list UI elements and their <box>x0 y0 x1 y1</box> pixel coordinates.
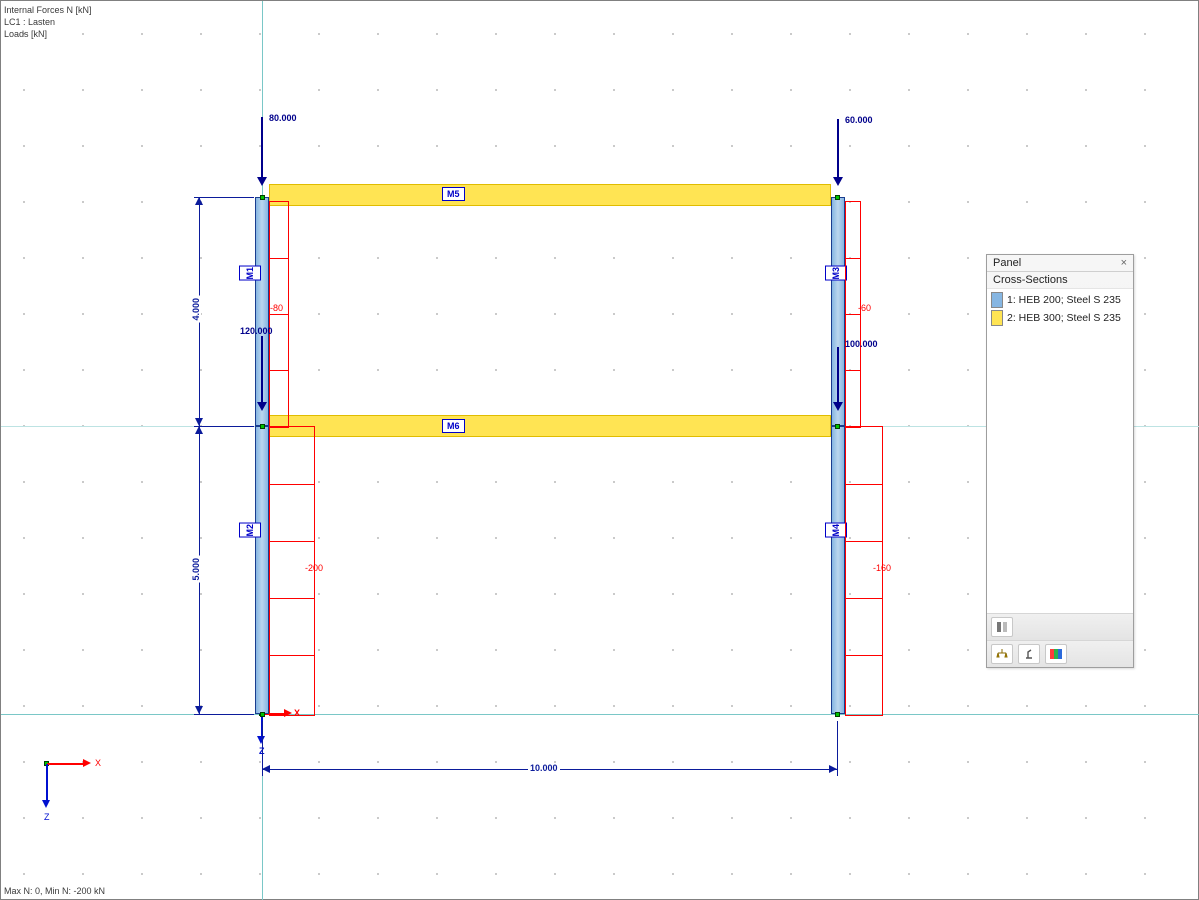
label-m4: M4 <box>825 523 847 538</box>
label-m5: M5 <box>442 187 465 201</box>
dim-ext-vu-t <box>194 197 254 198</box>
tool-scales-icon[interactable] <box>991 644 1013 664</box>
tool-palette-icon[interactable] <box>1045 644 1067 664</box>
close-icon[interactable]: × <box>1121 257 1127 269</box>
node-1 <box>260 195 265 200</box>
load-value-3: 120.000 <box>240 326 273 336</box>
dim-text-vl: 5.000 <box>191 556 201 583</box>
value-m3: -60 <box>858 303 871 313</box>
cs-label-1: 1: HEB 200; Steel S 235 <box>1007 294 1121 306</box>
panel-tools-bottom <box>987 640 1133 667</box>
cross-section-item[interactable]: 1: HEB 200; Steel S 235 <box>991 291 1129 309</box>
cross-section-item[interactable]: 2: HEB 300; Steel S 235 <box>991 309 1129 327</box>
diagram-m3 <box>845 201 861 428</box>
node-6 <box>835 712 840 717</box>
swatch-icon <box>991 292 1003 308</box>
dim-ext-vl-b <box>194 714 254 715</box>
load-value-2: 60.000 <box>845 115 873 125</box>
load-arrow-4 <box>837 347 839 404</box>
dim-arrow-vu-top <box>195 197 203 205</box>
load-value-1: 80.000 <box>269 113 297 123</box>
dim-text-h: 10.000 <box>528 763 560 773</box>
info-footer: Max N: 0, Min N: -200 kN <box>4 886 105 896</box>
info-line2: LC1 : Lasten <box>4 16 92 28</box>
node-5 <box>260 712 265 717</box>
label-m2: M2 <box>239 523 261 538</box>
swatch-icon <box>991 310 1003 326</box>
dim-arrow-h-left <box>262 765 270 773</box>
label-m3: M3 <box>825 266 847 281</box>
dim-ext-h-l <box>262 721 263 776</box>
member-m5[interactable] <box>269 184 831 206</box>
cs-label-2: 2: HEB 300; Steel S 235 <box>1007 312 1121 324</box>
tool-properties[interactable] <box>991 617 1013 637</box>
panel-titlebar[interactable]: Panel × <box>987 255 1133 272</box>
dim-arrow-vl-top <box>195 426 203 434</box>
label-m1: M1 <box>239 266 261 281</box>
dim-ext-h-r <box>837 721 838 776</box>
value-m2: -200 <box>305 563 323 573</box>
info-line3: Loads [kN] <box>4 28 92 40</box>
info-header: Internal Forces N [kN] LC1 : Lasten Load… <box>4 4 92 40</box>
global-x-axis <box>1 714 1199 715</box>
dim-ext-vu-b <box>194 426 254 427</box>
load-arrow-1 <box>261 117 263 179</box>
panel-tools-top <box>987 613 1133 640</box>
drawing-canvas[interactable]: X Z X Z M1 M2 M3 M4 M5 M6 -80 -60 <box>0 0 1199 900</box>
axes-ind-x: X <box>95 758 101 768</box>
load-arrow-2 <box>837 119 839 179</box>
value-m4: -160 <box>873 563 891 573</box>
member-m4[interactable] <box>831 426 845 714</box>
dim-arrow-vu-bot <box>195 418 203 426</box>
load-head-2 <box>833 177 843 186</box>
load-head-3 <box>257 402 267 411</box>
label-m6: M6 <box>442 419 465 433</box>
dim-arrow-h-right <box>829 765 837 773</box>
load-value-4: 100.000 <box>845 339 878 349</box>
panel-section-label: Cross-Sections <box>987 272 1133 289</box>
panel-title-text: Panel <box>993 257 1021 269</box>
load-arrow-3 <box>261 336 263 404</box>
dim-text-vu: 4.000 <box>191 296 201 323</box>
axes-ind-z: Z <box>44 812 50 822</box>
info-line1: Internal Forces N [kN] <box>4 4 92 16</box>
dim-arrow-vl-bot <box>195 706 203 714</box>
panel-body: 1: HEB 200; Steel S 235 2: HEB 300; Stee… <box>987 289 1133 613</box>
load-head-1 <box>257 177 267 186</box>
diagram-m1 <box>269 201 289 428</box>
member-m6[interactable] <box>269 415 831 437</box>
node-3 <box>260 424 265 429</box>
node-4 <box>835 424 840 429</box>
load-head-4 <box>833 402 843 411</box>
cross-section-panel[interactable]: Panel × Cross-Sections 1: HEB 200; Steel… <box>986 254 1134 668</box>
value-m1: -80 <box>270 303 283 313</box>
member-m2[interactable] <box>255 426 269 714</box>
tool-microscope-icon[interactable] <box>1018 644 1040 664</box>
node-2 <box>835 195 840 200</box>
